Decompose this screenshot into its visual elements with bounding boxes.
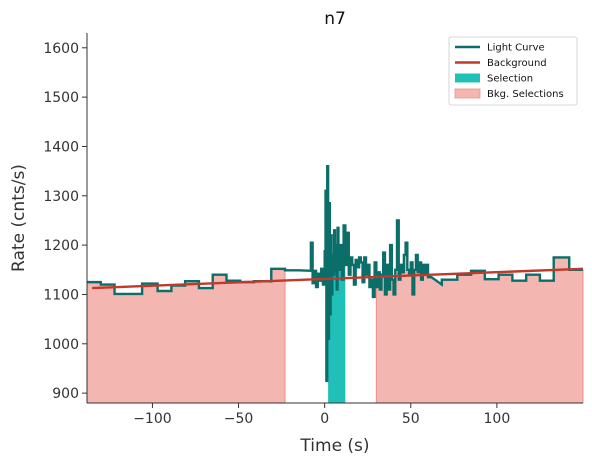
light-curve-line — [87, 164, 583, 382]
x-tick-label: −100 — [133, 411, 171, 427]
x-axis-label: Time (s) — [299, 436, 369, 456]
bkg-selection-region — [86, 268, 286, 404]
legend-swatch — [454, 88, 481, 99]
legend-frame — [448, 36, 578, 106]
y-tick-label: 1200 — [43, 238, 79, 254]
y-axis-label: Rate (cnts/s) — [9, 164, 29, 272]
legend-label: Background — [487, 58, 547, 69]
legend-label: Selection — [487, 74, 533, 85]
axes — [86, 33, 583, 404]
legend-label: Bkg. Selections — [487, 89, 564, 100]
x-tick-label: 100 — [484, 411, 511, 427]
x-tick-label: 0 — [320, 411, 329, 427]
y-tick-label: 1400 — [43, 139, 79, 155]
background-fit — [92, 267, 584, 290]
x-ticks: −100 −50 0 50 100 — [133, 403, 510, 427]
y-tick-label: 900 — [52, 386, 79, 402]
legend: Light Curve Background Selection Bkg. Selec… — [448, 36, 578, 106]
legend-label: Light Curve — [487, 43, 545, 54]
y-ticks: 900 1000 1100 1200 1300 1400 1500 1600 — [43, 41, 87, 402]
x-tick-label: −50 — [224, 411, 254, 427]
light-curve — [87, 164, 583, 382]
y-tick-label: 1600 — [43, 41, 79, 57]
y-tick-label: 1000 — [43, 337, 79, 353]
legend-swatch — [455, 73, 480, 83]
x-tick-label: 50 — [402, 411, 420, 427]
y-tick-label: 1300 — [43, 189, 79, 205]
background-line — [92, 267, 584, 290]
y-tick-label: 1500 — [43, 90, 79, 106]
y-tick-label: 1100 — [43, 287, 79, 303]
chart-title: n7 — [324, 9, 346, 29]
